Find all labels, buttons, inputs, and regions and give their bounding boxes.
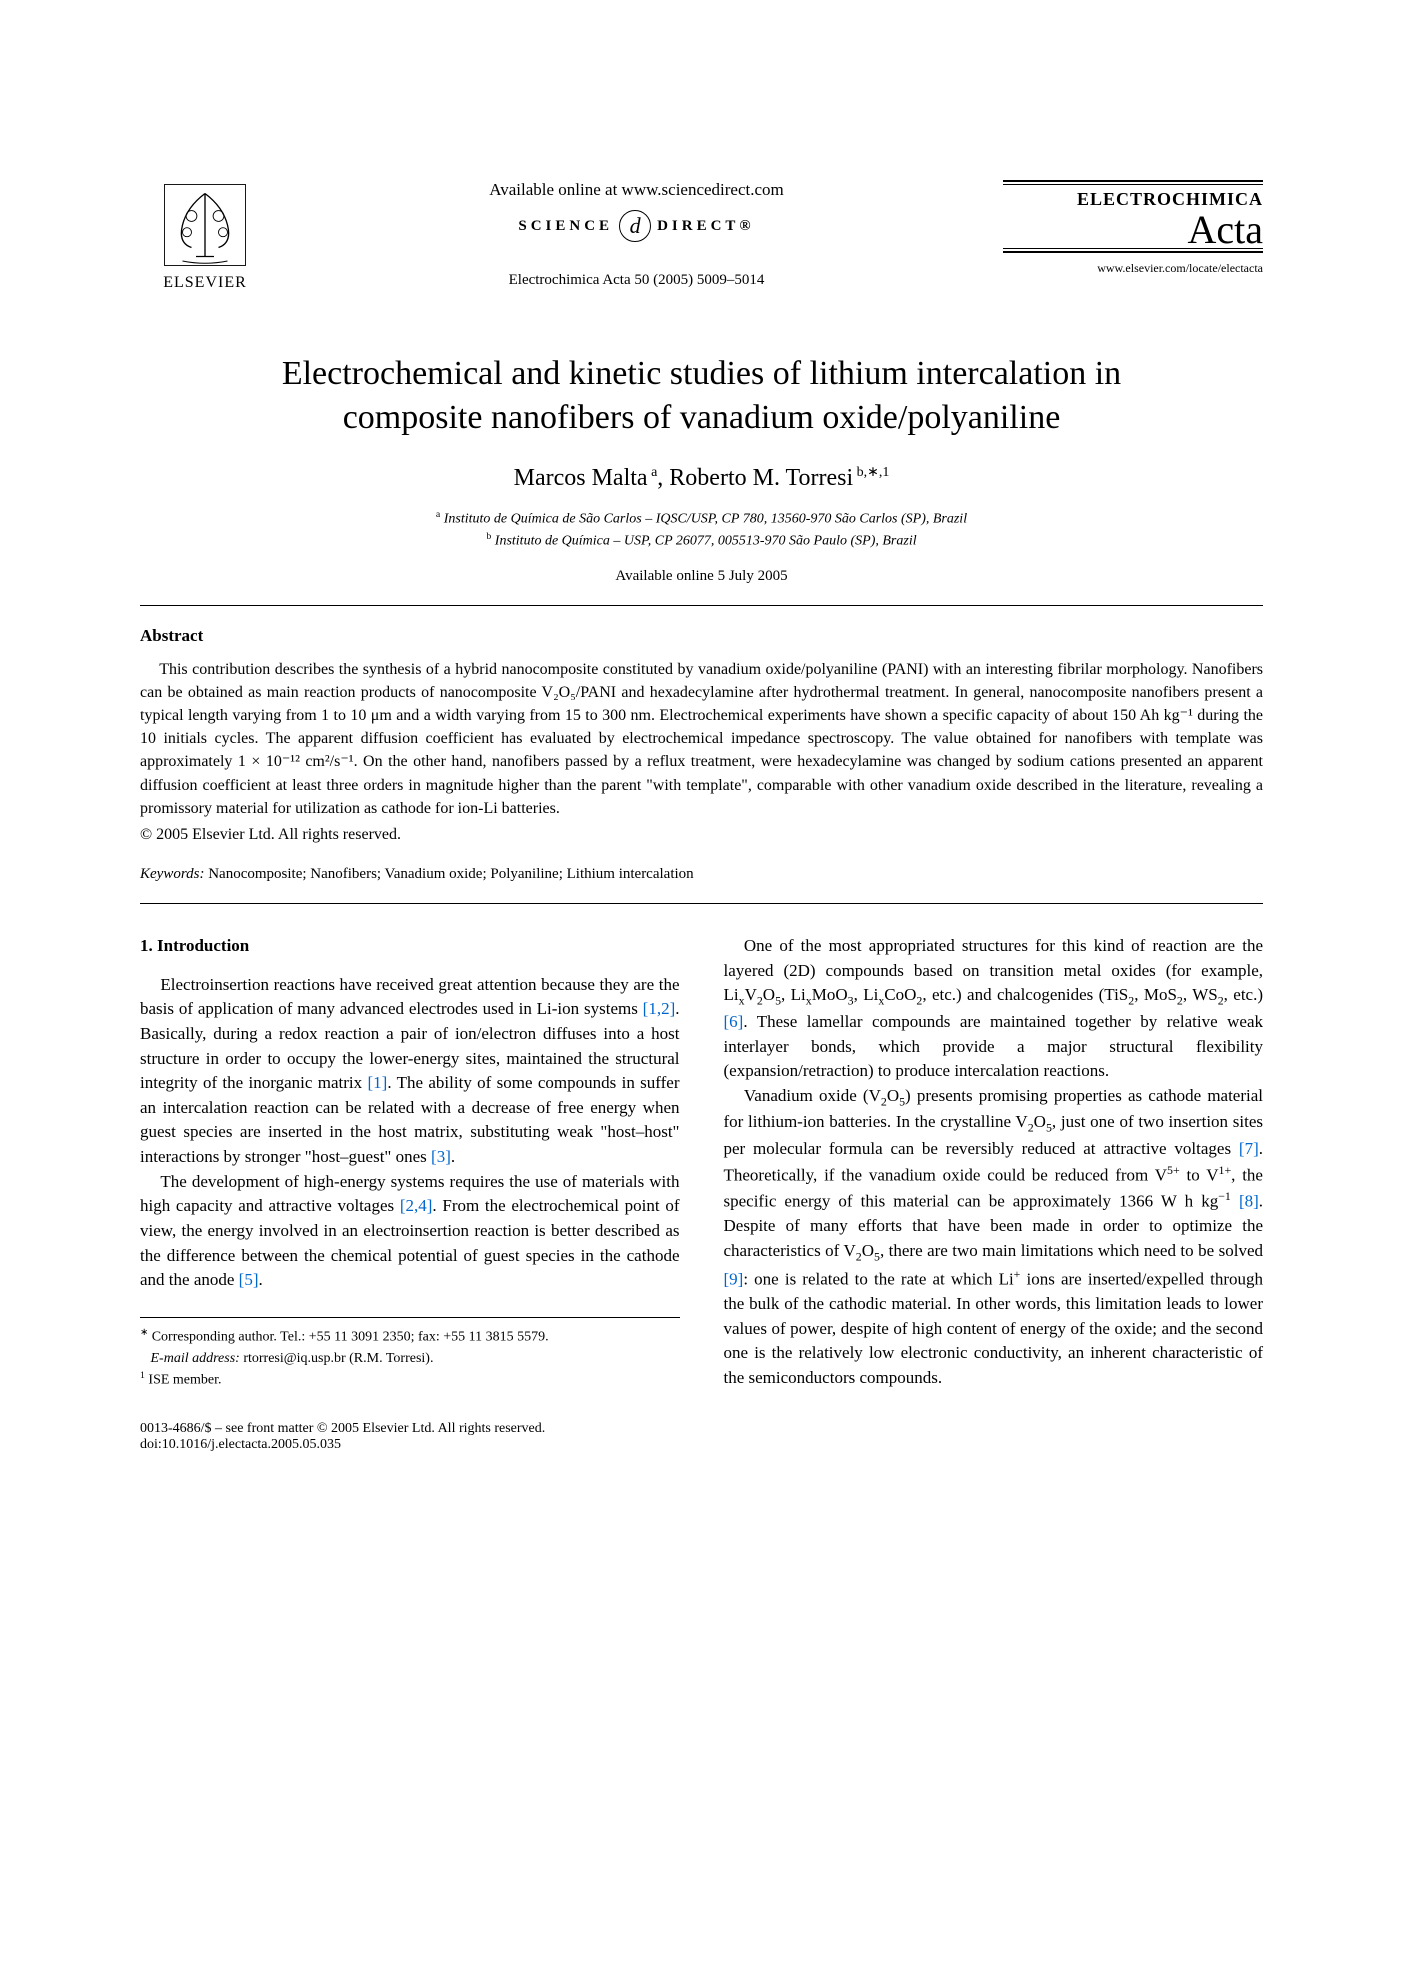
paragraph: Electroinsertion reactions have received… <box>140 973 680 1170</box>
paragraph: Vanadium oxide (V2O5) presents promising… <box>724 1084 1264 1391</box>
abstract-body: This contribution describes the synthesi… <box>140 658 1263 820</box>
citation-ref[interactable]: [1,2] <box>643 999 676 1018</box>
publisher-label: ELSEVIER <box>163 274 247 292</box>
footnotes: ∗ Corresponding author. Tel.: +55 11 309… <box>140 1317 680 1390</box>
journal-url: www.elsevier.com/locate/electacta <box>1003 261 1263 276</box>
citation-ref[interactable]: [7] <box>1239 1139 1259 1158</box>
science-label: SCIENCE <box>518 218 613 235</box>
intro-heading: 1. Introduction <box>140 934 680 959</box>
affiliations: a Instituto de Química de São Carlos – I… <box>140 508 1263 551</box>
citation-ref[interactable]: [8] <box>1239 1192 1259 1211</box>
page-footer: 0013-4686/$ – see front matter © 2005 El… <box>140 1421 1263 1453</box>
center-header: Available online at www.sciencedirect.co… <box>270 180 1003 289</box>
article-title: Electrochemical and kinetic studies of l… <box>140 352 1263 440</box>
authors: Marcos Malta a, Roberto M. Torresi b,∗,1 <box>140 464 1263 492</box>
journal-logo-block: ELECTROCHIMICA Acta www.elsevier.com/loc… <box>1003 180 1263 276</box>
page-header: ELSEVIER Available online at www.science… <box>140 180 1263 292</box>
doi-line: doi:10.1016/j.electacta.2005.05.035 <box>140 1437 1263 1453</box>
horizontal-rule <box>140 903 1263 904</box>
right-column: One of the most appropriated structures … <box>724 934 1264 1391</box>
email-footnote: E-mail address: rtorresi@iq.usp.br (R.M.… <box>140 1348 680 1369</box>
keywords-label: Keywords: <box>140 866 204 882</box>
journal-acta: Acta <box>1003 212 1263 248</box>
affiliation-a: a Instituto de Química de São Carlos – I… <box>140 508 1263 530</box>
keywords-line: Keywords: Nanocomposite; Nanofibers; Van… <box>140 866 1263 883</box>
citation-ref[interactable]: [9] <box>724 1269 744 1288</box>
paragraph: One of the most appropriated structures … <box>724 934 1264 1084</box>
publication-date: Available online 5 July 2005 <box>140 568 1263 585</box>
title-line: Electrochemical and kinetic studies of l… <box>282 355 1121 392</box>
sciencedirect-glyph-icon: d <box>619 210 651 242</box>
elsevier-tree-icon <box>160 180 250 270</box>
citation-ref[interactable]: [2,4] <box>400 1196 433 1215</box>
science-direct-logo: SCIENCE d DIRECT® <box>518 210 754 242</box>
abstract-heading: Abstract <box>140 626 1263 646</box>
available-online-text: Available online at www.sciencedirect.co… <box>290 180 983 200</box>
affiliation-b: b Instituto de Química – USP, CP 26077, … <box>140 530 1263 552</box>
front-matter-line: 0013-4686/$ – see front matter © 2005 El… <box>140 1421 1263 1437</box>
corresponding-author-footnote: ∗ Corresponding author. Tel.: +55 11 309… <box>140 1326 680 1348</box>
keywords-text: Nanocomposite; Nanofibers; Vanadium oxid… <box>208 866 693 882</box>
paragraph: The development of high-energy systems r… <box>140 1170 680 1293</box>
publisher-logo-block: ELSEVIER <box>140 180 270 292</box>
journal-citation: Electrochimica Acta 50 (2005) 5009–5014 <box>290 272 983 289</box>
rule <box>1003 184 1263 185</box>
left-column: 1. Introduction Electroinsertion reactio… <box>140 934 680 1391</box>
ise-footnote: 1 ISE member. <box>140 1369 680 1391</box>
copyright-line: © 2005 Elsevier Ltd. All rights reserved… <box>140 826 1263 844</box>
direct-label: DIRECT® <box>657 218 755 235</box>
citation-ref[interactable]: [3] <box>431 1147 451 1166</box>
rule <box>1003 180 1263 182</box>
title-line: composite nanofibers of vanadium oxide/p… <box>343 399 1061 436</box>
body-columns: 1. Introduction Electroinsertion reactio… <box>140 934 1263 1391</box>
citation-ref[interactable]: [1] <box>368 1073 388 1092</box>
horizontal-rule <box>140 605 1263 606</box>
citation-ref[interactable]: [5] <box>239 1270 259 1289</box>
citation-ref[interactable]: [6] <box>724 1012 744 1031</box>
